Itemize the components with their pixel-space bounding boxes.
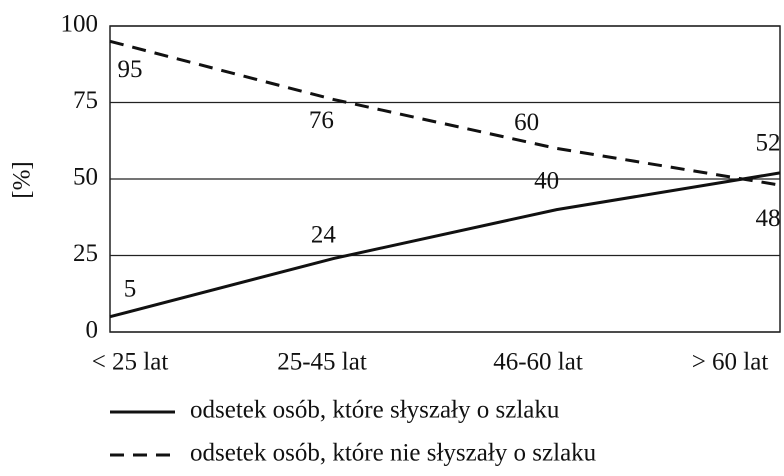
x-tick-label: 46-60 lat (493, 349, 583, 376)
legend-label: odsetek osób, które nie słyszały o szlak… (190, 440, 597, 467)
x-tick-label: > 60 lat (692, 349, 769, 376)
data-label: 60 (514, 109, 539, 136)
data-label: 40 (534, 167, 559, 194)
y-tick-label: 25 (73, 240, 98, 267)
x-tick-label: 25-45 lat (277, 349, 367, 376)
data-label: 76 (309, 107, 334, 134)
y-tick-label: 100 (61, 11, 99, 38)
data-label: 52 (756, 130, 781, 157)
plot-frame (109, 25, 781, 333)
data-label: 24 (311, 221, 337, 248)
y-axis-label: [%] (9, 161, 36, 198)
y-tick-label: 75 (73, 87, 98, 114)
data-label: 95 (118, 56, 143, 83)
series-line (109, 39, 781, 187)
x-tick-label: < 25 lat (92, 349, 169, 376)
data-label: 48 (756, 205, 781, 232)
y-tick-label: 50 (73, 164, 98, 191)
series-line (109, 171, 781, 319)
legend-label: odsetek osób, które słyszały o szlaku (190, 397, 560, 424)
y-tick-label: 0 (86, 317, 99, 344)
data-label: 5 (124, 275, 137, 302)
